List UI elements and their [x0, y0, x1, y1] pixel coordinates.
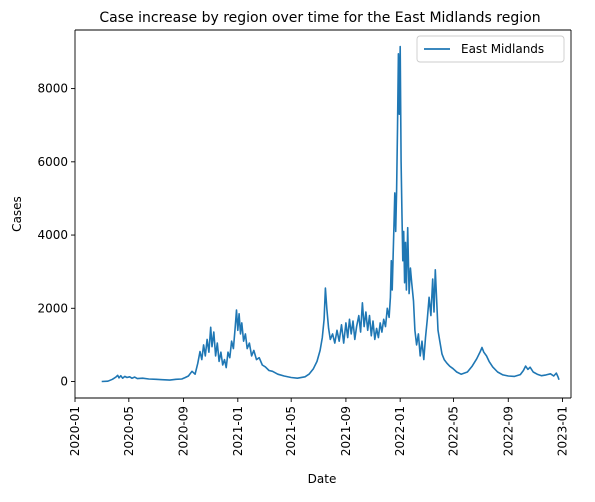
x-tick-label: 2020-09	[177, 406, 191, 456]
plot-background	[75, 30, 571, 398]
axes-frame	[74, 29, 572, 399]
x-tick-label: 2021-09	[339, 406, 353, 456]
x-tick-label: 2022-01	[393, 406, 407, 456]
plot-area: 2020-01 2020-05 2020-09 2021-01 2021-05 2021-…	[37, 29, 572, 456]
x-axis-label: Date	[308, 472, 337, 486]
x-axis-ticks: 2020-01 2020-05 2020-09 2021-01 2021-05 2021-…	[68, 398, 570, 456]
x-tick-label: 2021-05	[284, 406, 298, 456]
x-tick-label: 2022-05	[447, 406, 461, 456]
legend-box	[416, 35, 565, 63]
legend-label-east-midlands: East Midlands	[461, 42, 544, 56]
y-tick-label: 4000	[37, 228, 68, 242]
y-tick-label: 0	[60, 375, 68, 389]
y-axis-label: Cases	[10, 196, 24, 232]
x-tick-label: 2021-01	[231, 406, 245, 456]
chart-title: Case increase by region over time for th…	[99, 10, 540, 26]
x-tick-label: 2020-01	[68, 406, 82, 456]
series-line-east-midlands	[101, 45, 560, 383]
y-tick-label: 8000	[37, 82, 68, 96]
x-tick-label: 2023-01	[556, 406, 570, 456]
x-tick-label: 2020-05	[122, 406, 136, 456]
legend: East Midlands	[416, 35, 565, 63]
x-tick-label: 2022-09	[501, 406, 515, 456]
y-tick-label: 2000	[37, 301, 68, 315]
y-tick-label: 6000	[37, 155, 68, 169]
y-axis-ticks: 0 2000 4000 6000 8000	[37, 82, 75, 389]
